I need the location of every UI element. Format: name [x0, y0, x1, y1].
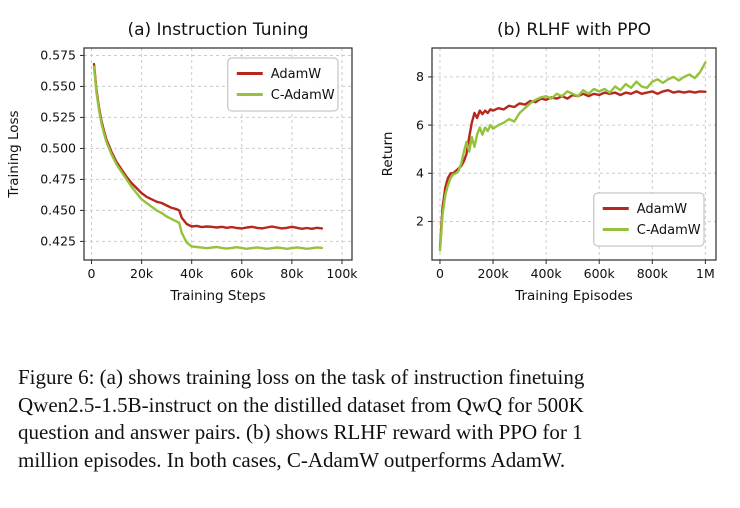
x-tick-label: 800k	[637, 266, 669, 281]
x-axis-label: Training Episodes	[514, 288, 633, 304]
series-line-c-adamw	[438, 61, 707, 252]
y-tick-label: 6	[416, 117, 424, 132]
series-line-adamw	[438, 88, 707, 250]
y-tick-label: 2	[416, 214, 424, 229]
y-tick-label: 0.525	[40, 110, 76, 125]
x-tick-label: 40k	[180, 266, 204, 281]
y-axis-label: Return	[380, 132, 396, 177]
chart-a-instruction-tuning: 0 20k 40k 60k 80k 100k 0.425 0.450 0.475 0.500 0.5…	[6, 20, 358, 304]
x-tick-label: 200k	[477, 266, 509, 281]
legend-box	[227, 57, 339, 112]
legend-label-adamw: AdamW	[271, 67, 322, 82]
plot-border	[431, 47, 717, 261]
x-tick-label: 60k	[230, 266, 254, 281]
x-tick-label: 80k	[280, 266, 304, 281]
x-tick-label: 20k	[130, 266, 154, 281]
y-tick-label: 0.450	[40, 203, 76, 218]
y-tick-label: 0.575	[40, 48, 76, 63]
x-tick-label: 0	[88, 266, 96, 281]
x-tick-label: 400k	[531, 266, 563, 281]
legend-label-c-adamw: C-AdamW	[271, 88, 335, 103]
y-tick-label: 8	[416, 69, 424, 84]
chart-title: (a) Instruction Tuning	[127, 20, 308, 40]
charts-row: 0 20k 40k 60k 80k 100k 0.425 0.450 0.475 0.500 0.5…	[6, 20, 717, 304]
x-tick-label: 1M	[696, 266, 715, 281]
y-tick-label: 0.550	[40, 79, 76, 94]
legend-label-c-adamw: C-AdamW	[637, 223, 701, 238]
y-axis-label: Training Loss	[6, 110, 22, 198]
chart-title: (b) RLHF with PPO	[497, 20, 651, 40]
chart-b-rlhf-ppo: 0 200k 400k 600k 800k 1M 2 4 6 8 (b) RLHF with PPO…	[380, 20, 717, 304]
caption-line-4: million episodes. In both cases, C-AdamW…	[18, 448, 566, 473]
series-line-c-adamw	[92, 65, 324, 251]
caption-line-2: Qwen2.5-1.5B-instruct on the distilled d…	[18, 392, 584, 417]
x-axis-label: Training Steps	[169, 288, 265, 304]
series-line-adamw	[92, 62, 324, 231]
figure-caption: Figure 6: (a) shows training loss on the…	[18, 364, 724, 475]
y-tick-label: 0.500	[40, 141, 76, 156]
y-tick-label: 0.475	[40, 172, 76, 187]
caption-line-1: Figure 6: (a) shows training loss on the…	[18, 365, 585, 389]
x-tick-label: 0	[436, 266, 444, 281]
y-tick-label: 0.425	[40, 234, 76, 249]
plot-border	[83, 47, 353, 261]
x-tick-label: 600k	[584, 266, 616, 281]
y-tick-label: 4	[416, 165, 424, 180]
legend-box	[593, 192, 705, 247]
legend-label-adamw: AdamW	[637, 202, 688, 217]
caption-line-3: question and answer pairs. (b) shows RLH…	[18, 420, 583, 445]
x-tick-label: 100k	[326, 266, 358, 281]
